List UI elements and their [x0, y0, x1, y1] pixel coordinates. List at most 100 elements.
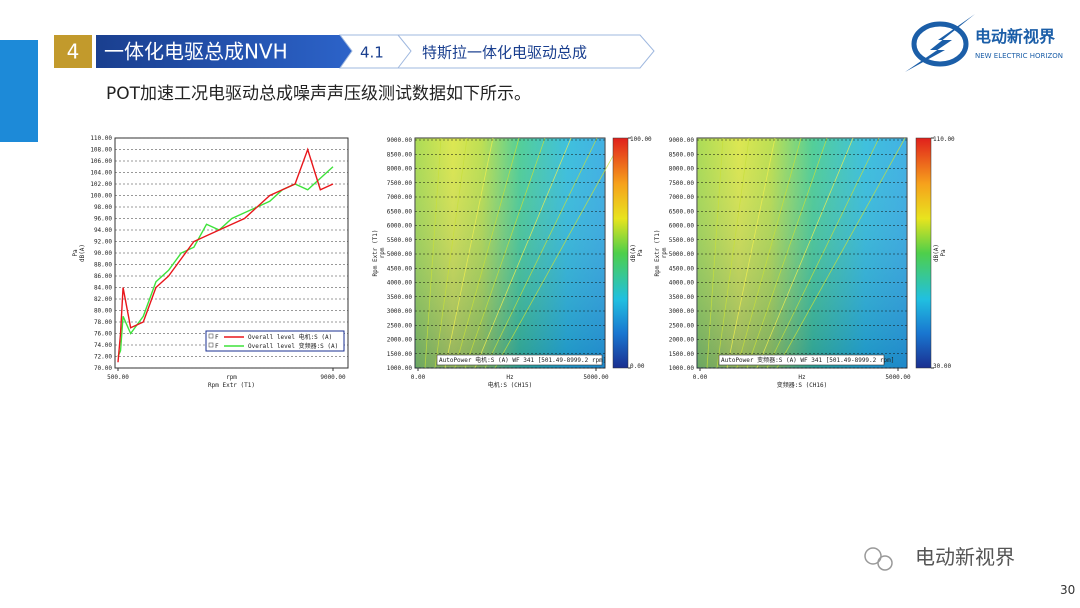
y-tick-label: 4000.00	[387, 280, 413, 287]
y-tick-label: 1000.00	[669, 365, 695, 372]
order-line	[424, 137, 442, 369]
y-tick-label: 1500.00	[669, 351, 695, 358]
y-tick-label: 6500.00	[669, 208, 695, 215]
colorbar-label: dB(A)	[933, 244, 940, 262]
y-tick-label: 3000.00	[387, 308, 413, 315]
order-line	[444, 137, 494, 369]
x-tick-label: 5000.00	[885, 374, 911, 381]
y-tick-label: 3000.00	[669, 308, 695, 315]
wechat-icon	[877, 555, 893, 571]
y-tick-label: 6000.00	[669, 223, 695, 230]
y-tick-label: 5000.00	[387, 251, 413, 258]
order-line	[736, 137, 802, 369]
y-tick-label: 4500.00	[387, 265, 413, 272]
y-tick-label: 76.00	[94, 331, 112, 338]
colorbar-unit: Pa	[637, 249, 644, 257]
y-tick-label: 1000.00	[387, 365, 413, 372]
x-tick-label: 0.00	[411, 374, 426, 381]
x-axis-unit: Hz	[798, 374, 806, 381]
logo-tagline: NEW ELECTRIC HORIZON	[975, 52, 1063, 60]
legend: F Overall level 电机:S (A) F Overall level 变频…	[205, 330, 345, 352]
y-tick-label: 86.00	[94, 273, 112, 280]
order-line	[454, 137, 520, 369]
order-line	[464, 137, 546, 369]
y-tick-label: 9000.00	[387, 137, 413, 144]
series-line	[117, 147, 334, 363]
heatmap-shade	[697, 138, 907, 368]
legend-label: Overall level 变频器:S (A)	[248, 342, 338, 350]
section-banner	[96, 35, 352, 68]
y-tick-label: 7500.00	[387, 180, 413, 187]
y-tick-label: 104.00	[90, 170, 112, 177]
order-line	[746, 137, 828, 369]
order-line	[706, 137, 724, 369]
y-tick-label: 2500.00	[669, 322, 695, 329]
order-line	[776, 137, 906, 369]
colorbar-tick-label: 100.00	[630, 136, 652, 143]
logo-bolt	[905, 14, 975, 72]
y-tick-label: 5500.00	[669, 237, 695, 244]
y-tick-label: 7500.00	[669, 180, 695, 187]
y-tick-label: 110.00	[90, 135, 112, 142]
y-tick-label: 92.00	[94, 239, 112, 246]
y-tick-label: 5500.00	[387, 237, 413, 244]
annotation-box	[718, 354, 885, 366]
colorbar-tick-label: 110.00	[933, 136, 955, 143]
legend-label: Overall level 电机:S (A)	[248, 333, 332, 341]
y-tick-label: 72.00	[94, 354, 112, 361]
y-tick-label: 88.00	[94, 262, 112, 269]
y-tick-label: 6500.00	[387, 208, 413, 215]
order-line	[484, 137, 598, 369]
y-tick-label: 7000.00	[669, 194, 695, 201]
sub-divider	[397, 34, 412, 69]
y-tick-label: 108.00	[90, 147, 112, 154]
sub-title: 特斯拉一体化电驱动总成	[422, 44, 587, 62]
colorbar	[612, 137, 629, 369]
y-tick-label: 2000.00	[669, 337, 695, 344]
x-axis-unit: rpm	[226, 374, 237, 381]
legend-checkbox	[208, 333, 214, 339]
legend-marker: F	[215, 334, 219, 341]
page-number: 30	[1060, 583, 1075, 597]
logo-name: 电动新视界	[975, 27, 1055, 46]
x-axis-label: 电机:S (CH15)	[488, 381, 533, 389]
colorbar-unit: Pa	[940, 249, 947, 257]
section-number: 4	[67, 40, 80, 64]
y-axis-unit: Pa	[72, 249, 79, 257]
y-tick-label: 90.00	[94, 250, 112, 257]
y-axis-label: Rpm Extr (T1)	[654, 230, 661, 277]
charts: 70.00 72.00 74.00 76.00 78.00 80.00 82.00 84.00…	[72, 135, 955, 389]
legend-marker: F	[215, 343, 219, 350]
y-tick-label: 102.00	[90, 181, 112, 188]
section-title: 一体化电驱总成NVH	[104, 40, 288, 64]
order-line	[494, 137, 624, 369]
order-line	[716, 137, 750, 369]
heatmap-shade	[415, 138, 605, 368]
y-tick-label: 5000.00	[669, 251, 695, 258]
y-tick-label: 70.00	[94, 365, 112, 372]
y-tick-label: 2000.00	[387, 337, 413, 344]
y-tick-label: 84.00	[94, 285, 112, 292]
y-axis-label: dB(A)	[79, 244, 86, 262]
annotation: AutoPower 变频器:S (A) WF 341 [501.49-8999.…	[721, 356, 894, 364]
wechat-icon	[864, 547, 882, 565]
side-bar	[0, 40, 38, 142]
subtitle: POT加速工况电驱动总成噪声声压级测试数据如下所示。	[106, 84, 531, 104]
y-tick-label: 80.00	[94, 308, 112, 315]
x-tick-label: 9000.00	[320, 374, 346, 381]
y-axis-unit: rpm	[661, 247, 668, 258]
y-axis-label: Rpm Extr (T1)	[372, 230, 379, 277]
y-tick-label: 4500.00	[669, 265, 695, 272]
order-line	[756, 137, 854, 369]
y-tick-label: 7000.00	[387, 194, 413, 201]
sub-number: 4.1	[360, 44, 384, 62]
y-tick-label: 96.00	[94, 216, 112, 223]
logo-ring	[911, 21, 969, 67]
x-axis-unit: Hz	[506, 374, 514, 381]
order-line	[766, 137, 880, 369]
section-box	[54, 35, 92, 68]
x-axis-label: 变频器:S (CH16)	[777, 381, 828, 389]
order-line	[434, 137, 468, 369]
y-axis-unit: rpm	[379, 247, 386, 258]
